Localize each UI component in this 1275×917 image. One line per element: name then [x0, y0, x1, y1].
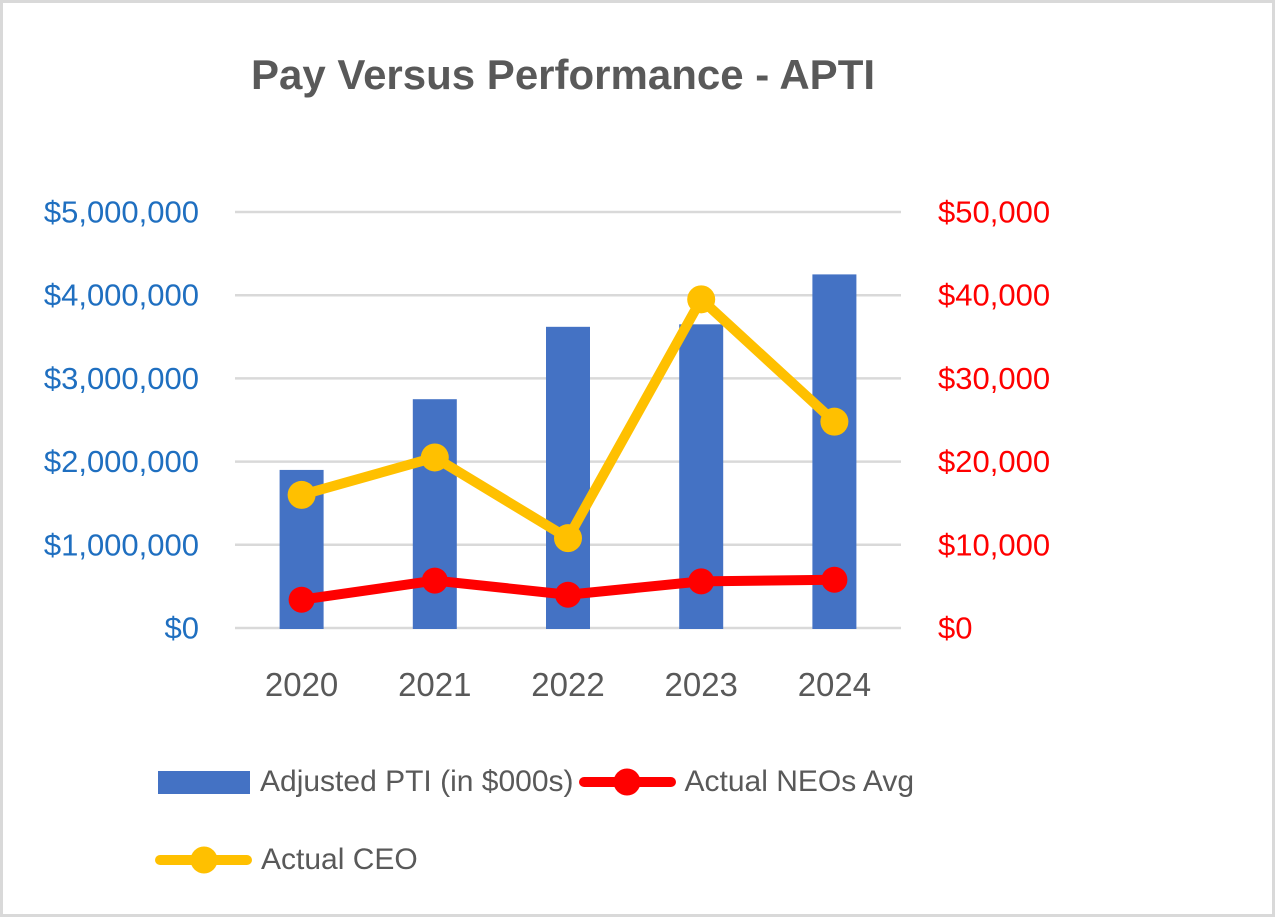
marker-2021	[421, 567, 448, 594]
right-axis-tick-label: $40,000	[938, 278, 1050, 313]
right-axis-tick-label: $0	[938, 611, 972, 646]
left-axis-tick-label: $0	[165, 611, 199, 646]
left-axis-tick-label: $3,000,000	[44, 361, 199, 396]
plot-area: $0 $1,000,000 $2,000,000 $3,000,000 $4,000,0…	[44, 195, 1050, 704]
marker-2020	[287, 480, 316, 509]
right-axis-tick-label: $20,000	[938, 444, 1050, 479]
category-label: 2022	[531, 666, 604, 703]
chart-title: Pay Versus Performance - APTI	[250, 51, 876, 98]
left-axis-tick-label: $4,000,000	[44, 278, 199, 313]
marker-2024	[821, 566, 848, 593]
marker-2021	[420, 443, 449, 472]
category-label: 2023	[664, 666, 737, 703]
right-axis-tick-label: $50,000	[938, 195, 1050, 230]
marker-2024	[820, 407, 849, 436]
bar-2021	[412, 399, 457, 629]
marker-2020	[288, 586, 315, 613]
category-label: 2021	[398, 666, 471, 703]
marker-2023	[688, 568, 715, 595]
left-axis-tick-label: $2,000,000	[44, 444, 199, 479]
marker-2022	[555, 581, 581, 608]
left-axis-tick-label: $5,000,000	[44, 195, 199, 230]
right-axis-tick-label: $30,000	[938, 361, 1050, 396]
bar-2022	[546, 326, 590, 629]
category-label: 2024	[798, 666, 871, 703]
category-label: 2020	[265, 666, 338, 703]
left-axis-tick-label: $1,000,000	[44, 527, 199, 562]
marker-2022	[554, 524, 582, 553]
right-axis-tick-label: $10,000	[938, 527, 1050, 562]
marker-2023	[687, 285, 716, 314]
